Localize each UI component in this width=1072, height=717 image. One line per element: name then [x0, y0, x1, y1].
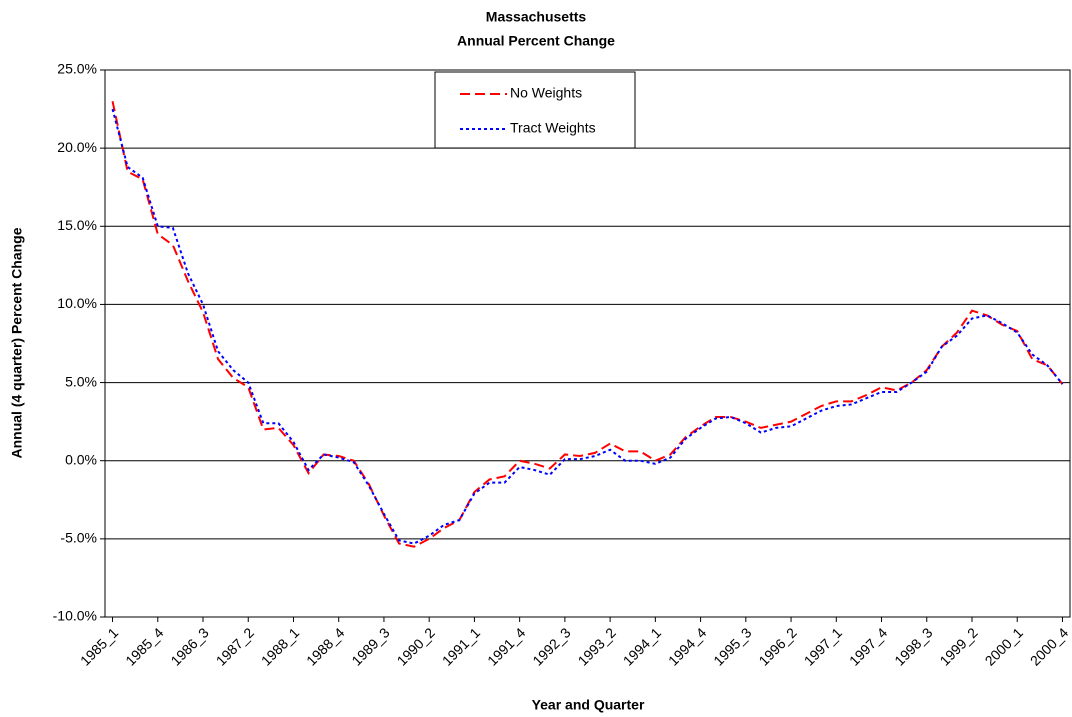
- x-tick-label: 1998_3: [891, 624, 935, 668]
- x-tick-label: 1996_2: [755, 624, 799, 668]
- chart-subtitle: Annual Percent Change: [457, 33, 615, 49]
- x-tick-label: 1986_3: [167, 624, 211, 668]
- chart-title: Massachusetts: [486, 9, 587, 25]
- x-tick-label: 1989_3: [348, 624, 392, 668]
- x-tick-label: 1985_4: [122, 624, 166, 668]
- x-tick-label: 1991_4: [484, 624, 528, 668]
- y-tick-label: 10.0%: [57, 295, 97, 311]
- x-tick-label: 1987_2: [213, 624, 257, 668]
- plot-border: [104, 69, 1071, 618]
- y-tick-label: -10.0%: [53, 608, 97, 624]
- x-tick-label: 1999_2: [936, 624, 980, 668]
- y-tick-label: 0.0%: [65, 451, 97, 467]
- legend-label: No Weights: [510, 85, 582, 101]
- x-tick-label: 1994_1: [620, 624, 664, 668]
- x-tick-label: 1995_3: [710, 624, 754, 668]
- x-tick-label: 1997_1: [801, 624, 845, 668]
- x-tick-label: 1988_4: [303, 624, 347, 668]
- legend-box: [434, 71, 636, 149]
- data-line: [111, 101, 1064, 548]
- x-tick-label: 2000_1: [982, 624, 1026, 668]
- x-tick-label: 1993_2: [575, 624, 619, 668]
- x-tick-label: 1994_4: [665, 624, 709, 668]
- x-tick-label: 1985_1: [77, 624, 121, 668]
- x-tick-label: 2000_4: [1027, 624, 1071, 668]
- y-tick-label: 5.0%: [65, 373, 97, 389]
- x-tick-label: 1992_3: [529, 624, 573, 668]
- y-tick-label: 20.0%: [57, 139, 97, 155]
- y-tick-label: 25.0%: [57, 61, 97, 77]
- y-tick-label: -5.0%: [60, 530, 97, 546]
- plot-area: [105, 70, 1070, 617]
- x-tick-label: 1997_4: [846, 624, 890, 668]
- x-axis-label: Year and Quarter: [532, 697, 645, 713]
- y-axis-label: Annual (4 quarter) Percent Change: [9, 227, 25, 458]
- legend-label: Tract Weights: [510, 120, 596, 136]
- x-tick-label: 1991_1: [439, 624, 483, 668]
- x-tick-label: 1988_1: [258, 624, 302, 668]
- data-line: [111, 108, 1064, 545]
- x-tick-label: 1990_2: [394, 624, 438, 668]
- y-tick-label: 15.0%: [57, 217, 97, 233]
